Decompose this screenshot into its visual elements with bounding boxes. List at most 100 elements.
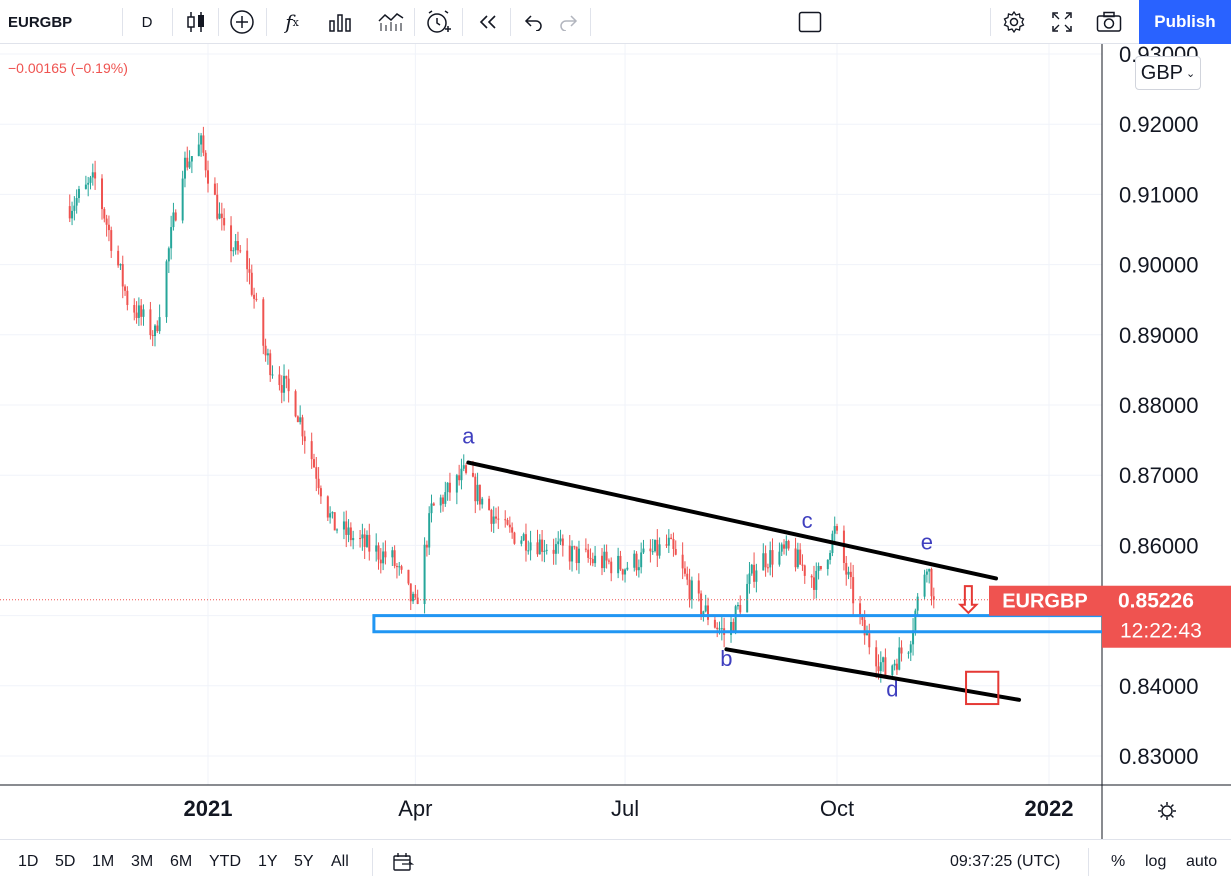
candle-body [375,545,378,552]
candle-body [246,250,249,270]
candle-body [610,561,613,574]
candle-body [287,378,290,392]
publish-button[interactable]: Publish [1139,0,1231,44]
candle-body [700,593,703,615]
candle-body [135,312,138,318]
candle-body [207,170,209,184]
bar-chart-icon[interactable] [326,0,354,44]
candle-body [497,518,500,520]
chart-pane[interactable]: 0.830000.840000.850000.860000.870000.880… [0,44,1231,839]
candle-body [845,562,848,575]
candle-body [331,512,334,514]
x-tick-label: 2021 [184,796,233,821]
price-chart[interactable]: 0.830000.840000.850000.860000.870000.880… [0,44,1231,839]
candles-icon[interactable] [182,0,210,44]
percent-scale-button[interactable]: % [1111,853,1126,870]
candle-body [895,663,898,670]
y-tick-label: 0.83000 [1119,744,1199,769]
interval-button[interactable]: D [141,13,153,31]
candle-body [105,218,108,225]
candle-body [674,548,677,555]
y-tick-label: 0.86000 [1119,533,1199,558]
wave-label-e: e [921,530,933,555]
target-box [965,670,1000,706]
replay-icon[interactable] [474,0,502,44]
settings-gear-icon[interactable] [1000,0,1028,44]
candle-body [395,565,398,568]
date-range-icon[interactable] [392,840,414,883]
upper-trendline [466,460,999,581]
candle-body [863,619,866,636]
divider [122,8,123,36]
candle-body [617,555,620,574]
candle-body [799,549,802,565]
candle-body [133,305,136,313]
candle-body [778,551,781,565]
fullscreen-icon[interactable] [1048,0,1076,44]
alert-clock-icon[interactable] [424,0,452,44]
range-1d-button[interactable]: 1D [18,853,39,870]
camera-icon[interactable] [1094,0,1124,44]
candle-body [511,527,514,533]
auto-scale-button[interactable]: auto [1186,853,1218,870]
candle-body [739,604,742,613]
candle-body [101,178,104,210]
layout-icon[interactable] [796,0,824,44]
range-ytd-button[interactable]: YTD [209,853,241,870]
symbol-badge-label: EURGBP [1002,591,1088,613]
candle-body [126,290,129,306]
candle-body [416,597,419,604]
currency-selector[interactable]: GBP ⌄ [1135,56,1201,90]
redo-icon[interactable] [556,0,582,44]
candle-body [365,534,368,547]
add-indicator-icon[interactable] [228,0,256,44]
candle-body [216,194,219,219]
candle-body [266,353,269,356]
currency-label: GBP [1140,61,1184,84]
candle-body [458,475,461,481]
candle-body [508,524,511,528]
candle-body [271,374,274,376]
candle-body [200,135,203,145]
candle-body [506,520,509,525]
candle-body [847,571,850,575]
candle-body [407,569,410,584]
candle-body [423,544,426,604]
range-1m-button[interactable]: 1M [92,853,115,870]
candle-body [803,565,806,576]
price-change-label: −0.00165 (−0.19%) [8,60,128,76]
candle-body [932,596,935,600]
range-all-button[interactable]: All [331,853,349,870]
candle-body [520,540,523,544]
range-3m-button[interactable]: 3M [131,853,154,870]
candle-body [444,492,447,504]
candle-body [121,264,124,287]
candles [68,126,935,683]
symbol-search[interactable]: EURGBP [8,13,73,31]
candle-body [836,526,839,531]
candle-body [852,577,855,604]
candle-body [236,241,239,251]
candle-body [686,573,689,580]
divider [462,8,463,36]
candle-body [167,248,170,262]
candle-body [285,375,288,379]
candle-body [783,544,786,549]
range-5d-button[interactable]: 5D [55,853,76,870]
candle-body [183,157,186,179]
utc-clock[interactable]: 09:37:25 (UTC) [950,853,1061,870]
indicator-templates-icon[interactable] [376,0,406,44]
candle-body [642,548,645,553]
log-scale-button[interactable]: log [1145,853,1167,870]
y-tick-label: 0.84000 [1119,674,1199,699]
candle-body [769,550,772,568]
divider [510,8,511,36]
undo-icon[interactable] [520,0,546,44]
range-6m-button[interactable]: 6M [170,853,193,870]
candle-body [393,550,396,566]
range-1y-button[interactable]: 1Y [258,853,278,870]
range-5y-button[interactable]: 5Y [294,853,314,870]
candle-body [460,468,463,481]
divider [990,8,991,36]
